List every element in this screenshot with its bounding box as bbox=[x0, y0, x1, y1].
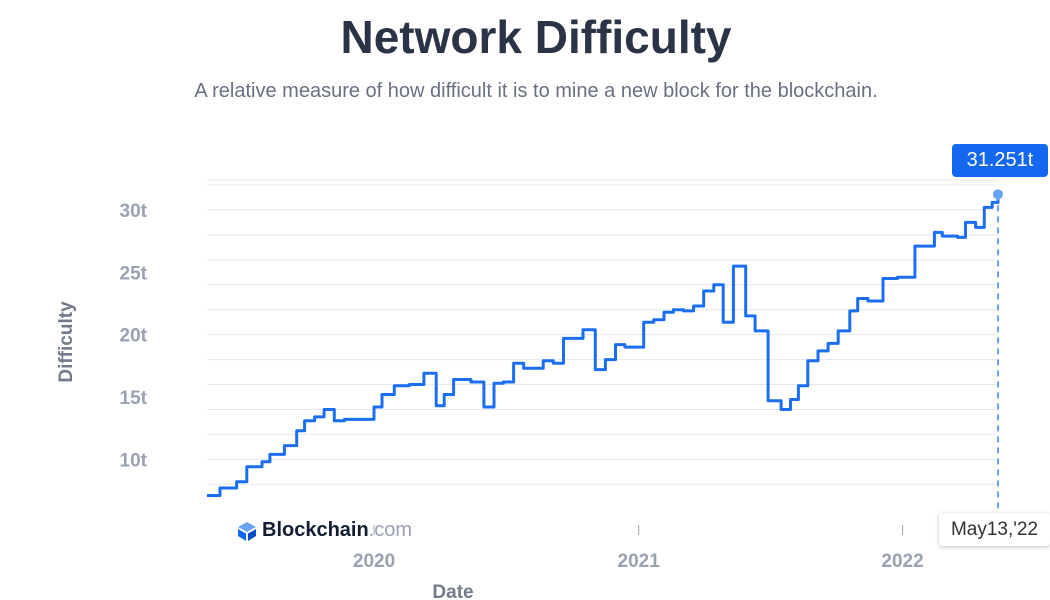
y-tick-label: 20t bbox=[120, 326, 148, 347]
y-tick-label: 15t bbox=[120, 388, 148, 409]
y-axis-label: Difficulty bbox=[56, 301, 77, 383]
page-subtitle: A relative measure of how difficult it i… bbox=[194, 80, 878, 102]
hover-point[interactable] bbox=[993, 189, 1003, 200]
value-tooltip: 31.251t bbox=[952, 144, 1048, 177]
blockchain-cube-icon bbox=[238, 521, 256, 541]
y-axis-ticks: 10t 15t 20t 25t 30t bbox=[120, 201, 148, 471]
page-title: Network Difficulty bbox=[340, 11, 732, 63]
x-tick-label: 2021 bbox=[618, 551, 661, 572]
difficulty-series-line bbox=[207, 194, 1000, 497]
x-tick-label: 2022 bbox=[881, 551, 923, 572]
y-tick-label: 25t bbox=[120, 263, 148, 284]
gridlines bbox=[207, 179, 998, 535]
x-axis-ticks: 2020 2021 2022 bbox=[353, 551, 924, 572]
date-tooltip: May13,'22 bbox=[939, 513, 1050, 546]
logo-suffix: .com bbox=[368, 519, 413, 541]
x-tick-label: 2020 bbox=[353, 551, 395, 572]
y-tick-label: 30t bbox=[120, 201, 148, 222]
blockchain-logo: Blockchain .com bbox=[236, 519, 412, 542]
logo-brand: Blockchain bbox=[262, 519, 369, 541]
x-axis-label: Date bbox=[432, 582, 473, 600]
y-tick-label: 10t bbox=[120, 450, 148, 471]
